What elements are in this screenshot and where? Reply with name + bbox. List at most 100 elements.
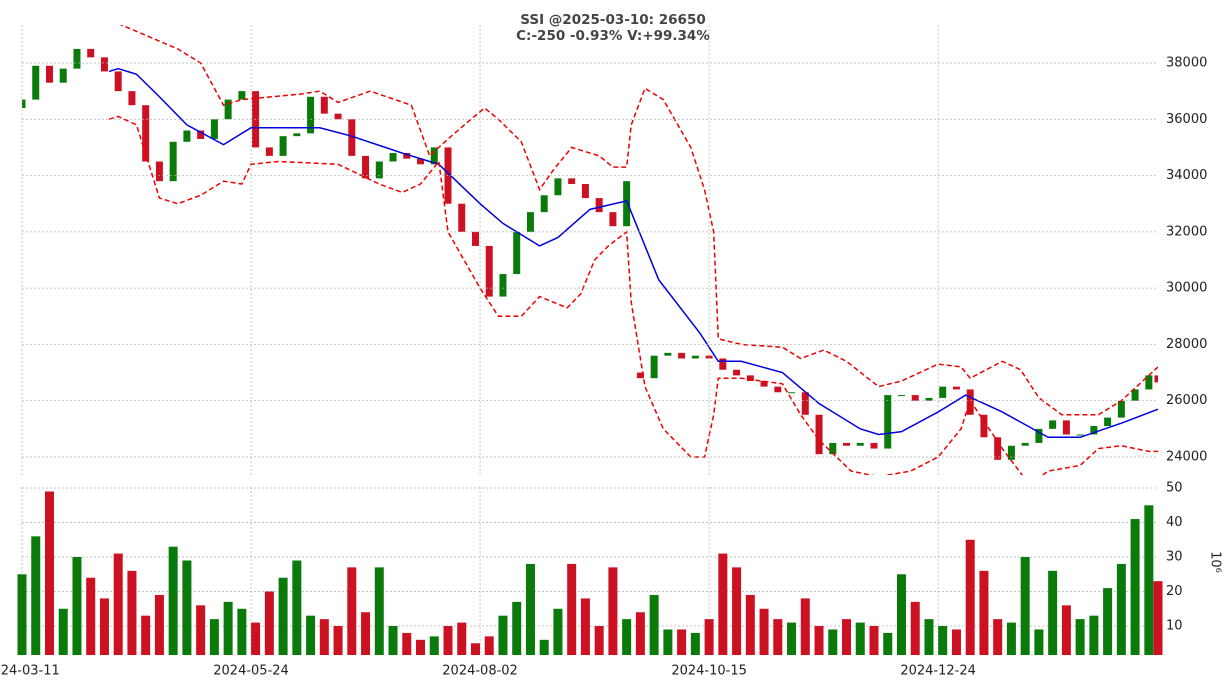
- volume-bar: [732, 567, 742, 655]
- volume-bar: [938, 626, 948, 655]
- volume-bar: [182, 560, 192, 655]
- y-tick-label: 40: [1166, 515, 1183, 530]
- candle: [568, 178, 576, 185]
- volume-bar: [333, 626, 343, 655]
- volume-bar: [484, 636, 494, 655]
- volume-bar: [1089, 615, 1099, 655]
- volume-bar: [374, 567, 384, 655]
- volume-axis-label: 10⁶: [1208, 551, 1223, 573]
- candle: [114, 71, 122, 92]
- candle: [307, 96, 315, 134]
- candle: [485, 245, 493, 297]
- volume-bar: [649, 594, 659, 655]
- candle: [471, 231, 479, 246]
- candle: [1035, 428, 1043, 443]
- volume-bar: [470, 643, 480, 655]
- candle: [183, 130, 191, 142]
- candle: [843, 442, 851, 446]
- y-tick-label: 50: [1166, 481, 1183, 496]
- volume-bar: [196, 605, 206, 655]
- candle: [829, 442, 837, 455]
- volume-bar: [842, 619, 852, 655]
- candle: [581, 184, 589, 199]
- candle: [375, 161, 383, 179]
- volume-bar: [965, 539, 975, 655]
- volume-bar: [1020, 557, 1030, 655]
- band-line: [108, 67, 1158, 439]
- candle: [430, 147, 438, 165]
- band-line: [108, 115, 1158, 475]
- candle: [691, 355, 699, 359]
- volume-bar: [910, 601, 920, 655]
- candle: [1104, 417, 1112, 427]
- volume-bar: [704, 619, 714, 655]
- volume-bar: [31, 536, 41, 655]
- x-tick-label: 2024-08-02: [442, 664, 518, 679]
- volume-bar: [1006, 622, 1016, 655]
- candle: [980, 414, 988, 438]
- volume-bar: [800, 598, 810, 655]
- volume-bar: [951, 629, 961, 655]
- candle: [554, 178, 562, 196]
- y-tick-label: 34000: [1166, 168, 1207, 183]
- volume-bar: [237, 608, 247, 655]
- volume-bar: [306, 615, 316, 655]
- candle: [265, 147, 273, 156]
- volume-bar: [690, 632, 700, 655]
- volume-bar: [1153, 581, 1163, 655]
- volume-bar: [319, 619, 329, 655]
- candle: [142, 105, 150, 162]
- volume-bar: [580, 598, 590, 655]
- volume-bar: [113, 553, 123, 655]
- candle: [389, 153, 397, 162]
- candle: [73, 48, 81, 69]
- candle: [100, 57, 108, 72]
- candle: [1062, 420, 1070, 435]
- price-plot: [22, 25, 1158, 475]
- chart-subtitle: C:-250 -0.93% V:+99.34%: [516, 28, 710, 44]
- volume-bar: [883, 632, 893, 655]
- candle: [650, 355, 658, 379]
- volume-bar: [402, 632, 412, 655]
- candle: [760, 381, 768, 387]
- candle: [815, 414, 823, 455]
- candle: [1154, 375, 1158, 383]
- volume-bar: [979, 570, 989, 655]
- candle: [128, 91, 136, 106]
- volume-bar: [635, 612, 645, 655]
- y-tick-label: 24000: [1166, 449, 1207, 464]
- volume-bar: [17, 574, 27, 655]
- volume-bar: [539, 639, 549, 655]
- candle: [966, 389, 974, 415]
- volume-bar: [264, 591, 274, 655]
- candle: [884, 395, 892, 449]
- volume-bar: [828, 629, 838, 655]
- candle: [499, 274, 507, 297]
- volume-bar: [361, 612, 371, 655]
- candle: [897, 395, 905, 397]
- candle: [362, 155, 370, 179]
- volume-bar: [896, 574, 906, 655]
- x-tick-label: 2024-10-15: [671, 664, 747, 679]
- volume-bar: [869, 626, 879, 655]
- volume-bar: [154, 594, 164, 655]
- volume-bar: [223, 601, 233, 655]
- candle: [925, 397, 933, 401]
- band-line: [119, 25, 1158, 416]
- candle: [87, 48, 95, 58]
- volume-bar: [567, 563, 577, 655]
- candle: [664, 352, 672, 356]
- y-tick-label: 30: [1166, 550, 1183, 565]
- volume-bar: [278, 577, 288, 655]
- candle: [279, 136, 287, 156]
- volume-bar: [622, 619, 632, 655]
- volume-bar: [498, 615, 508, 655]
- volume-bar: [608, 567, 618, 655]
- candle: [801, 392, 809, 415]
- candle: [32, 65, 40, 100]
- y-tick-label: 26000: [1166, 393, 1207, 408]
- candle: [224, 99, 232, 120]
- candle: [1007, 445, 1015, 460]
- volume-bar: [58, 608, 68, 655]
- volume-bar: [1034, 629, 1044, 655]
